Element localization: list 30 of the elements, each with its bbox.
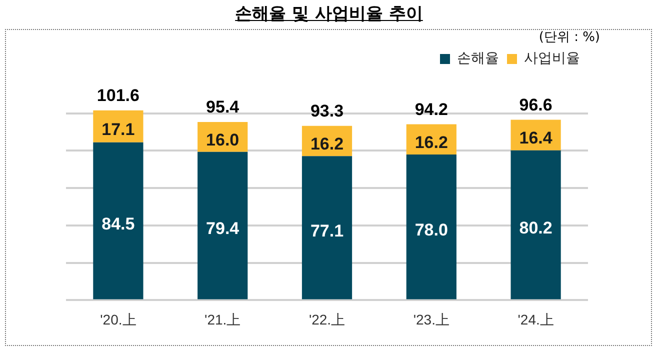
data-label: 16.2 <box>414 133 448 152</box>
x-tick-label: '24.上 <box>518 311 554 328</box>
legend-label: 손해율 <box>457 50 499 67</box>
bar <box>93 110 144 142</box>
total-label: 95.4 <box>206 98 240 117</box>
total-label: 93.3 <box>310 102 344 121</box>
x-tick-label: '21.上 <box>204 311 241 328</box>
legend-label: 사업비율 <box>524 50 580 67</box>
x-tick-label: '22.上 <box>308 311 346 328</box>
bar <box>510 150 561 300</box>
total-label: 96.6 <box>519 95 552 114</box>
data-label: 77.1 <box>310 221 344 240</box>
data-label: 78.0 <box>414 220 448 240</box>
bar <box>302 156 352 300</box>
bar <box>93 142 144 300</box>
bar <box>198 152 248 300</box>
bar <box>406 154 456 300</box>
data-label: 17.1 <box>102 120 135 140</box>
data-label: 16.4 <box>519 128 553 148</box>
total-label: 94.2 <box>414 100 448 119</box>
total-label: 101.6 <box>96 86 140 106</box>
text: (단위 : %) <box>538 29 600 46</box>
data-label: 16.0 <box>206 130 240 150</box>
chart-title: 손해율 및 사업비율 추이 <box>234 3 424 25</box>
data-label: 79.4 <box>206 219 240 238</box>
x-tick-label: '23.上 <box>413 311 450 328</box>
data-label: 16.2 <box>310 134 344 154</box>
data-label: 80.2 <box>519 218 552 238</box>
x-tick-label: '20.上 <box>100 311 136 328</box>
data-label: 84.5 <box>102 214 135 234</box>
